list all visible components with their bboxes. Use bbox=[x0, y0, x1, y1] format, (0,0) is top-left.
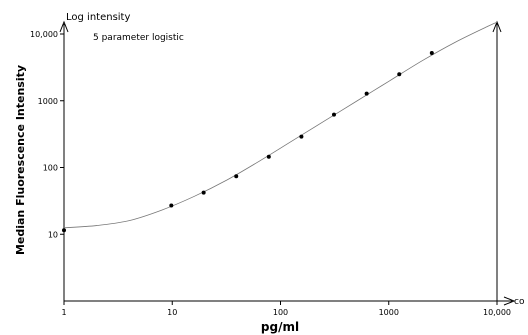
axes bbox=[59, 20, 516, 306]
right-axis-arrow bbox=[492, 20, 502, 33]
data-point bbox=[201, 190, 206, 195]
y-tick-label: 10,000 bbox=[30, 30, 58, 39]
x-axis-title: pg/ml bbox=[261, 320, 299, 334]
y-axis-caption: Log intensity bbox=[66, 12, 130, 23]
data-point bbox=[331, 112, 336, 117]
data-point bbox=[364, 91, 369, 96]
data-point bbox=[62, 228, 66, 233]
y-axis-arrow bbox=[59, 20, 69, 33]
x-tick-label: 100 bbox=[273, 308, 288, 317]
y-tick-label: 100 bbox=[43, 164, 58, 173]
data-point bbox=[429, 50, 434, 55]
x-tick-label: 10,000 bbox=[483, 308, 511, 317]
x-axis-arrow bbox=[503, 296, 516, 306]
y-tick-label: 1000 bbox=[38, 97, 58, 106]
data-point bbox=[234, 174, 239, 179]
x-tick-label: 1 bbox=[61, 308, 66, 317]
x-axis-caption: co bbox=[514, 297, 525, 307]
ticks: 1 10 100 1000 10,000 10 100 1000 10,000 bbox=[30, 30, 511, 317]
y-tick-label: 10 bbox=[48, 230, 58, 239]
fit-annotation: 5 parameter logistic bbox=[93, 33, 184, 43]
fit-curve bbox=[63, 21, 498, 229]
x-tick-label: 10 bbox=[167, 308, 177, 317]
data-point bbox=[299, 134, 304, 139]
x-tick-label: 1000 bbox=[379, 308, 399, 317]
y-axis-title: Median Fluorescence Intensity bbox=[14, 65, 27, 255]
data-point bbox=[266, 154, 271, 159]
data-point bbox=[397, 72, 402, 77]
data-points bbox=[62, 50, 434, 233]
data-point bbox=[169, 203, 174, 208]
